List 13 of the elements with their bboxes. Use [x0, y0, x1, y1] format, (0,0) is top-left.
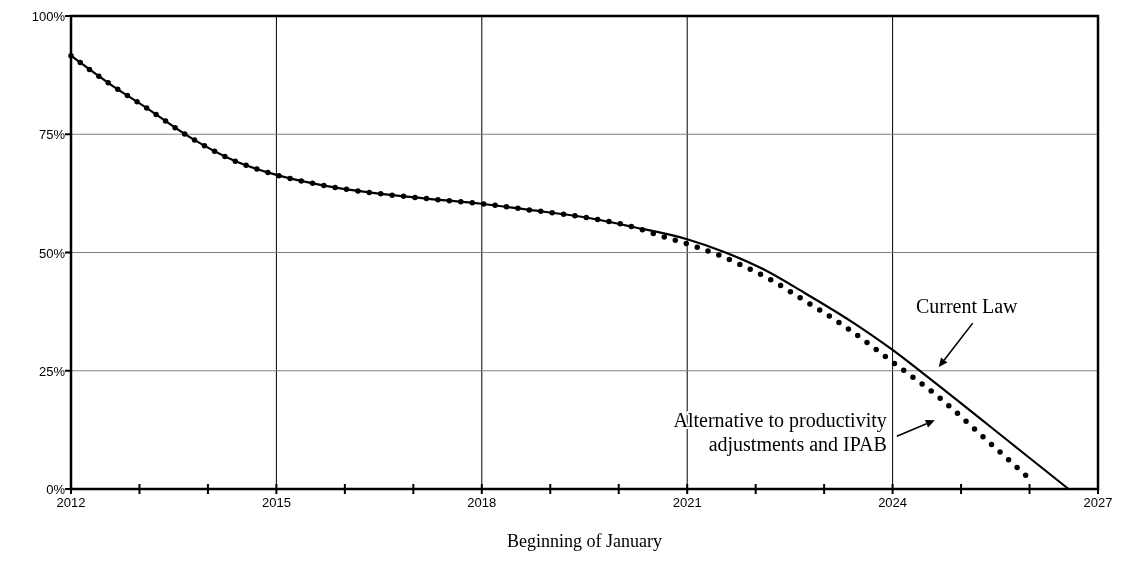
x-tick-label: 2015 — [261, 495, 291, 510]
x-tick-label: 2021 — [672, 495, 702, 510]
text: Current Law — [915, 295, 1019, 318]
y-tick-label: 100% — [31, 9, 66, 24]
x-tick-label: 2027 — [1083, 495, 1113, 510]
y-tick-label: 50% — [38, 245, 66, 261]
y-tick-label: 0% — [46, 482, 66, 497]
x-tick-label: 2018 — [467, 495, 497, 510]
y-tick-label: 75% — [38, 127, 66, 143]
x-tick-label: 2012 — [56, 495, 86, 510]
x-axis-title: Beginning of January — [507, 531, 662, 551]
y-tick-label: 25% — [38, 363, 66, 379]
x-tick-label: 2024 — [878, 495, 908, 510]
